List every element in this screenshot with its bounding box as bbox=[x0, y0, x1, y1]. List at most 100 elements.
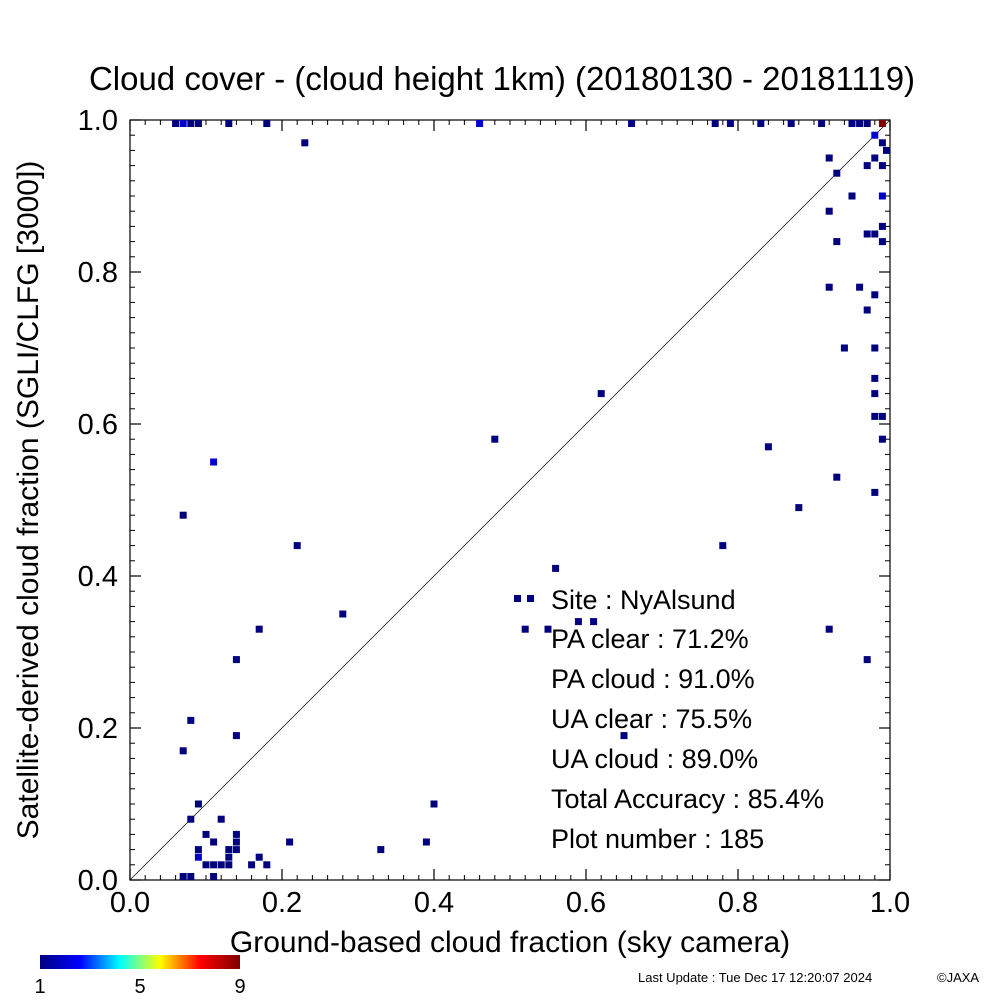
x-tick-label: 0.8 bbox=[718, 887, 758, 919]
data-point bbox=[878, 222, 886, 230]
data-point bbox=[194, 853, 202, 861]
data-point bbox=[878, 162, 886, 170]
data-point bbox=[825, 154, 833, 162]
data-point bbox=[871, 412, 879, 420]
data-point bbox=[217, 861, 225, 869]
stat-total-accuracy: Total Accuracy : 85.4% bbox=[551, 784, 824, 814]
data-point bbox=[521, 625, 529, 633]
data-point bbox=[871, 131, 879, 139]
stats-legend: Site : NyAlsund PA clear : 71.2% PA clou… bbox=[514, 585, 824, 854]
data-point bbox=[179, 120, 187, 127]
data-point bbox=[878, 238, 886, 246]
data-point bbox=[878, 139, 886, 147]
major-ticks bbox=[129, 119, 891, 881]
data-point bbox=[476, 120, 484, 127]
x-tick-label: 1.0 bbox=[870, 887, 910, 919]
data-point bbox=[848, 192, 856, 200]
data-point bbox=[825, 207, 833, 215]
colorbar-tick-label: 1 bbox=[34, 976, 45, 998]
data-point bbox=[422, 838, 430, 846]
data-point bbox=[552, 564, 560, 572]
data-point bbox=[863, 162, 871, 170]
data-point bbox=[833, 473, 841, 481]
data-point bbox=[878, 192, 886, 200]
colorbar-labels: 1 5 9 bbox=[34, 976, 245, 998]
data-point bbox=[210, 838, 218, 846]
data-point bbox=[263, 861, 271, 869]
data-point bbox=[194, 800, 202, 808]
data-point bbox=[574, 618, 582, 626]
stat-plot-number: Plot number : 185 bbox=[551, 824, 764, 854]
y-tick-label: 0.6 bbox=[78, 409, 118, 441]
data-point bbox=[225, 861, 233, 869]
data-point bbox=[339, 610, 347, 618]
data-point bbox=[719, 542, 727, 550]
data-point bbox=[833, 238, 841, 246]
data-point bbox=[491, 435, 499, 443]
data-point bbox=[544, 625, 552, 633]
data-point bbox=[179, 747, 187, 755]
y-tick-label: 0.4 bbox=[78, 561, 118, 593]
data-point bbox=[825, 625, 833, 633]
data-point bbox=[628, 120, 636, 127]
data-point bbox=[232, 830, 240, 838]
data-point bbox=[301, 139, 309, 147]
last-update-text: Last Update : Tue Dec 17 12:20:07 2024 bbox=[638, 970, 872, 985]
data-point bbox=[187, 873, 195, 880]
data-point bbox=[225, 853, 233, 861]
data-point bbox=[430, 800, 438, 808]
data-point bbox=[248, 861, 256, 869]
data-point bbox=[871, 374, 879, 382]
data-point bbox=[187, 716, 195, 724]
data-point bbox=[871, 230, 879, 238]
colorbar-tick-label: 5 bbox=[134, 976, 145, 998]
data-point bbox=[818, 120, 826, 127]
data-point bbox=[217, 815, 225, 823]
data-point bbox=[590, 618, 598, 626]
data-point bbox=[255, 853, 263, 861]
data-point bbox=[878, 412, 886, 420]
data-point bbox=[172, 120, 180, 127]
data-point bbox=[202, 861, 210, 869]
data-point bbox=[293, 542, 301, 550]
x-axis-label: Ground-based cloud fraction (sky camera) bbox=[230, 926, 790, 959]
data-point bbox=[863, 230, 871, 238]
data-point bbox=[757, 120, 765, 127]
data-point bbox=[194, 120, 202, 127]
data-point bbox=[848, 120, 856, 127]
data-point bbox=[871, 291, 879, 299]
data-point bbox=[856, 283, 864, 291]
data-point bbox=[871, 488, 879, 496]
stat-pa-clear: PA clear : 71.2% bbox=[551, 624, 749, 654]
data-point bbox=[620, 732, 628, 740]
legend-marker bbox=[527, 595, 534, 602]
y-tick-labels: 0.0 0.2 0.4 0.6 0.8 1.0 bbox=[78, 105, 118, 897]
data-point bbox=[263, 120, 271, 127]
data-point bbox=[883, 146, 890, 154]
data-point bbox=[232, 838, 240, 846]
x-tick-label: 0.2 bbox=[262, 887, 302, 919]
data-point bbox=[878, 120, 886, 127]
y-tick-label: 0.0 bbox=[78, 865, 118, 897]
data-point bbox=[187, 815, 195, 823]
data-point bbox=[179, 873, 187, 880]
stat-pa-cloud: PA cloud : 91.0% bbox=[551, 664, 755, 694]
y-tick-label: 0.8 bbox=[78, 257, 118, 289]
data-point bbox=[871, 390, 879, 398]
legend-marker bbox=[514, 595, 521, 602]
data-point bbox=[711, 120, 719, 127]
data-points bbox=[172, 120, 890, 880]
data-point bbox=[377, 846, 385, 854]
data-point bbox=[210, 458, 218, 466]
data-point bbox=[179, 511, 187, 519]
stat-ua-cloud: UA cloud : 89.0% bbox=[551, 744, 758, 774]
data-point bbox=[871, 154, 879, 162]
y-axis-label: Satellite-derived cloud fraction (SGLI/C… bbox=[12, 161, 45, 840]
y-tick-label: 0.2 bbox=[78, 713, 118, 745]
data-point bbox=[833, 169, 841, 177]
colorbar-tick-label: 9 bbox=[234, 976, 245, 998]
data-point bbox=[764, 443, 772, 451]
chart-title: Cloud cover - (cloud height 1km) (201801… bbox=[89, 60, 915, 97]
data-point bbox=[225, 120, 233, 127]
